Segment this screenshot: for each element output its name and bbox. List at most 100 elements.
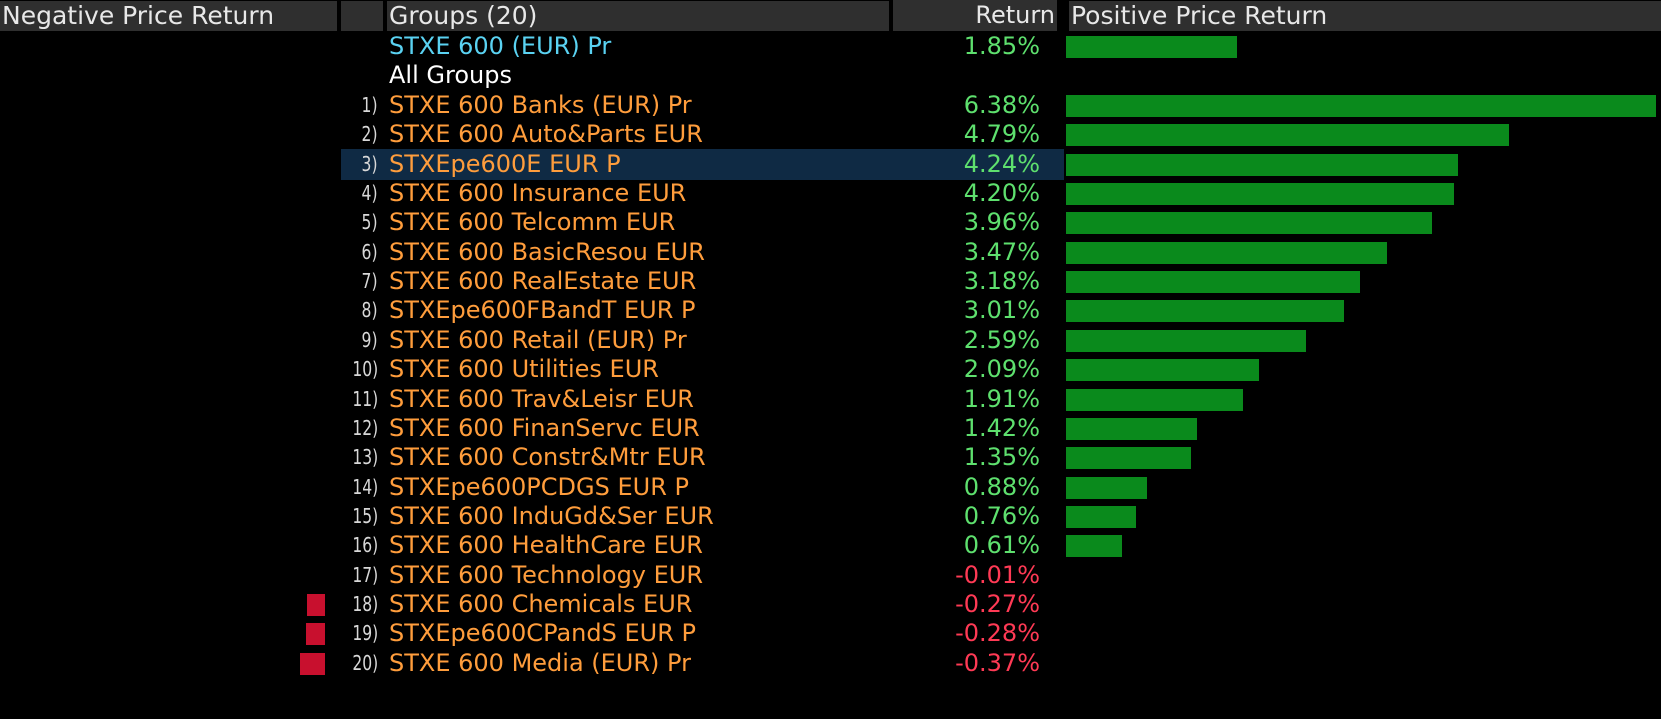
group-row[interactable]: 8) STXEpe600FBandT EUR P 3.01%: [0, 295, 1661, 326]
group-row[interactable]: 4) STXE 600 Insurance EUR 4.20%: [0, 178, 1661, 209]
index-return: 1.85%: [963, 32, 1040, 60]
positive-return-bar: [1066, 447, 1191, 469]
group-name[interactable]: STXE 600 Retail (EUR) Pr: [389, 326, 687, 354]
group-return: 4.20%: [963, 179, 1040, 207]
group-name[interactable]: STXE 600 InduGd&Ser EUR: [389, 502, 714, 530]
group-name[interactable]: STXE 600 HealthCare EUR: [389, 531, 703, 559]
group-rank: 19): [352, 621, 378, 645]
group-name[interactable]: STXE 600 BasicResou EUR: [389, 238, 705, 266]
negative-return-header[interactable]: Negative Price Return: [0, 1, 337, 31]
positive-return-bar: [1066, 506, 1136, 528]
group-name[interactable]: STXEpe600FBandT EUR P: [389, 296, 696, 324]
positive-return-bar: [1066, 154, 1458, 176]
group-rank: 12): [352, 416, 378, 440]
positive-return-bar: [1066, 300, 1344, 322]
group-rank: 2): [361, 122, 378, 146]
group-row[interactable]: 15) STXE 600 InduGd&Ser EUR 0.76%: [0, 501, 1661, 532]
group-rank: 16): [352, 533, 378, 557]
group-name[interactable]: STXE 600 Chemicals EUR: [389, 590, 693, 618]
positive-return-bar: [1066, 330, 1306, 352]
group-return: 3.47%: [963, 238, 1040, 266]
group-return: 6.38%: [963, 91, 1040, 119]
index-positive-bar: [1066, 36, 1237, 58]
index-name: STXE 600 (EUR) Pr: [389, 32, 612, 60]
positive-return-bar: [1066, 389, 1243, 411]
return-header[interactable]: Return: [893, 0, 1057, 31]
positive-return-header[interactable]: Positive Price Return: [1069, 1, 1661, 31]
group-return: 0.61%: [963, 531, 1040, 559]
negative-return-bar: [306, 623, 325, 645]
group-rank: 18): [352, 592, 378, 616]
group-rank: 7): [361, 269, 378, 293]
group-name[interactable]: STXE 600 Technology EUR: [389, 561, 704, 589]
groups-header[interactable]: Groups (20): [387, 1, 889, 31]
group-row[interactable]: 9) STXE 600 Retail (EUR) Pr 2.59%: [0, 325, 1661, 356]
group-return: 0.76%: [963, 502, 1040, 530]
group-name[interactable]: STXE 600 Trav&Leisr EUR: [389, 385, 694, 413]
group-name[interactable]: STXE 600 Insurance EUR: [389, 179, 687, 207]
selected-row-highlight: [341, 149, 1064, 180]
group-name[interactable]: STXE 600 RealEstate EUR: [389, 267, 697, 295]
group-name[interactable]: STXE 600 Telcomm EUR: [389, 208, 676, 236]
group-row[interactable]: 14) STXEpe600PCDGS EUR P 0.88%: [0, 472, 1661, 503]
group-return: 2.09%: [963, 355, 1040, 383]
group-return: 4.24%: [963, 150, 1040, 178]
group-return: 1.42%: [963, 414, 1040, 442]
negative-return-bar: [307, 594, 325, 616]
group-row[interactable]: 7) STXE 600 RealEstate EUR 3.18%: [0, 266, 1661, 297]
group-row[interactable]: 5) STXE 600 Telcomm EUR 3.96%: [0, 207, 1661, 238]
group-row[interactable]: 16) STXE 600 HealthCare EUR 0.61%: [0, 530, 1661, 561]
group-name[interactable]: STXE 600 Banks (EUR) Pr: [389, 91, 692, 119]
group-return: 3.18%: [963, 267, 1040, 295]
group-row[interactable]: 17) STXE 600 Technology EUR -0.01%: [0, 560, 1661, 591]
group-row[interactable]: 13) STXE 600 Constr&Mtr EUR 1.35%: [0, 442, 1661, 473]
positive-return-bar: [1066, 418, 1197, 440]
group-rank: 3): [361, 152, 378, 176]
group-name[interactable]: STXE 600 Utilities EUR: [389, 355, 659, 383]
group-name[interactable]: STXE 600 FinanServc EUR: [389, 414, 700, 442]
group-row[interactable]: 10) STXE 600 Utilities EUR 2.09%: [0, 354, 1661, 385]
group-return: -0.37%: [955, 649, 1040, 677]
group-rank: 5): [361, 210, 378, 234]
group-return: -0.01%: [955, 561, 1040, 589]
positive-return-bar: [1066, 95, 1656, 117]
group-return: -0.28%: [955, 619, 1040, 647]
group-row[interactable]: 12) STXE 600 FinanServc EUR 1.42%: [0, 413, 1661, 444]
group-row[interactable]: 3) STXEpe600E EUR P 4.24%: [0, 149, 1661, 180]
group-row[interactable]: 19) STXEpe600CPandS EUR P -0.28%: [0, 618, 1661, 649]
positive-return-bar: [1066, 535, 1122, 557]
group-name[interactable]: STXE 600 Constr&Mtr EUR: [389, 443, 706, 471]
positive-return-bar: [1066, 242, 1387, 264]
group-name[interactable]: STXEpe600E EUR P: [389, 150, 621, 178]
group-row[interactable]: 6) STXE 600 BasicResou EUR 3.47%: [0, 237, 1661, 268]
column-header: Negative Price Return Groups (20) Return…: [0, 0, 1661, 32]
group-row[interactable]: 20) STXE 600 Media (EUR) Pr -0.37%: [0, 648, 1661, 679]
group-return: 1.91%: [963, 385, 1040, 413]
group-row[interactable]: 2) STXE 600 Auto&Parts EUR 4.79%: [0, 119, 1661, 150]
group-rank: 20): [352, 651, 378, 675]
group-row[interactable]: 1) STXE 600 Banks (EUR) Pr 6.38%: [0, 90, 1661, 121]
group-rank: 13): [352, 445, 378, 469]
group-return: 0.88%: [963, 473, 1040, 501]
group-rank: 14): [352, 475, 378, 499]
all-groups-subhead-row: All Groups: [0, 60, 1661, 91]
group-name[interactable]: STXE 600 Auto&Parts EUR: [389, 120, 703, 148]
group-rank: 15): [352, 504, 378, 528]
group-return: 3.01%: [963, 296, 1040, 324]
positive-return-bar: [1066, 212, 1432, 234]
group-rank: 1): [361, 93, 378, 117]
negative-return-bar: [300, 653, 325, 675]
rank-header: [341, 1, 383, 31]
group-name[interactable]: STXE 600 Media (EUR) Pr: [389, 649, 691, 677]
all-groups-subhead: All Groups: [389, 61, 512, 89]
index-row[interactable]: STXE 600 (EUR) Pr 1.85%: [0, 31, 1661, 62]
group-return: 4.79%: [963, 120, 1040, 148]
positive-return-bar: [1066, 271, 1360, 293]
group-return: 2.59%: [963, 326, 1040, 354]
group-name[interactable]: STXEpe600CPandS EUR P: [389, 619, 696, 647]
group-row[interactable]: 18) STXE 600 Chemicals EUR -0.27%: [0, 589, 1661, 620]
group-name[interactable]: STXEpe600PCDGS EUR P: [389, 473, 689, 501]
group-return: -0.27%: [955, 590, 1040, 618]
group-row[interactable]: 11) STXE 600 Trav&Leisr EUR 1.91%: [0, 384, 1661, 415]
group-rank: 17): [352, 563, 378, 587]
